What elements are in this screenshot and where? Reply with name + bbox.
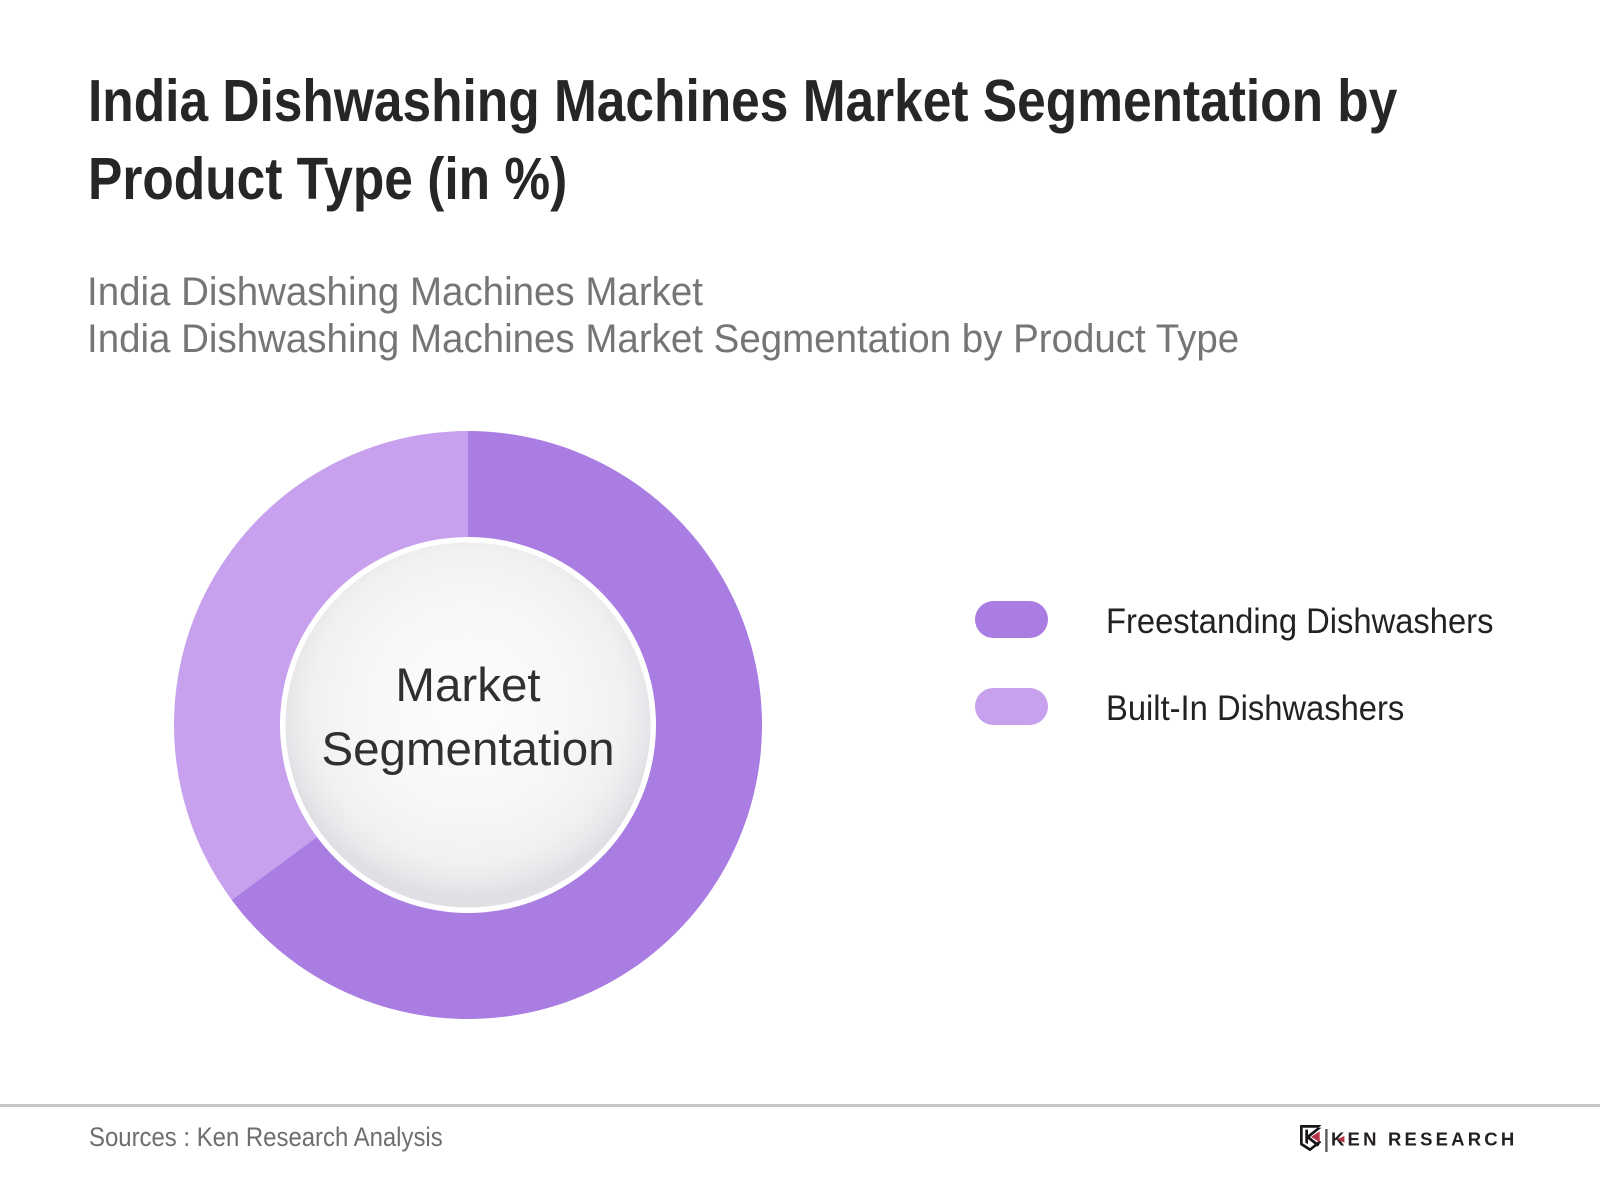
svg-text:KEN RESEARCH: KEN RESEARCH bbox=[1331, 1129, 1514, 1150]
